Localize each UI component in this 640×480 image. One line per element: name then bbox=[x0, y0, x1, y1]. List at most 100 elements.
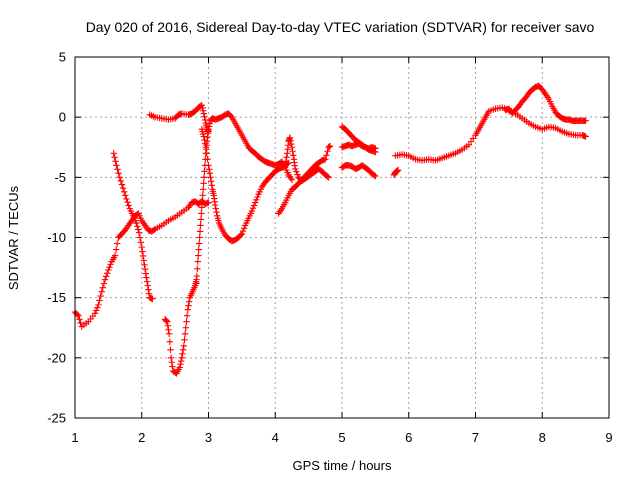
data-point-track-b bbox=[143, 274, 150, 281]
data-point-track-f bbox=[207, 174, 214, 181]
data-point-track-g bbox=[324, 148, 331, 155]
data-point-track-c bbox=[183, 312, 191, 319]
x-tick-label: 8 bbox=[539, 430, 546, 445]
x-tick-label: 1 bbox=[71, 430, 78, 445]
data-point-track-f bbox=[211, 201, 219, 209]
data-point-track-c bbox=[182, 324, 190, 331]
data-point-track-c bbox=[181, 330, 189, 337]
data-point-track-f bbox=[205, 162, 212, 169]
data-point-track-b bbox=[122, 192, 129, 199]
data-point-track-c bbox=[166, 338, 173, 345]
data-point-track-a bbox=[107, 261, 114, 268]
data-point-track-b bbox=[140, 257, 147, 264]
data-point-track-f bbox=[254, 193, 261, 201]
data-point-track-d bbox=[200, 110, 208, 117]
axis-ticks: 1 2 3 4 5 6 7 8 9 -25 -20 -15 -10 -5 0 5 bbox=[47, 50, 612, 446]
data-point-track-g bbox=[323, 152, 330, 159]
data-point-track-b bbox=[119, 184, 127, 192]
x-tick-label: 5 bbox=[338, 430, 345, 445]
data-point-track-f bbox=[207, 178, 215, 185]
data-point-track-a bbox=[104, 269, 111, 277]
data-point-track-f bbox=[212, 205, 220, 212]
data-point-track-f bbox=[253, 196, 260, 203]
data-point-track-b bbox=[141, 261, 148, 268]
data-point-track-b bbox=[139, 252, 147, 260]
data-point-track-e bbox=[196, 234, 203, 241]
data-point-track-c bbox=[165, 326, 172, 333]
data-point-track-a bbox=[95, 301, 102, 309]
x-tick-label: 2 bbox=[138, 430, 145, 445]
data-point-track-b bbox=[134, 223, 141, 230]
data-point-track-c bbox=[183, 318, 190, 325]
data-point-track-l bbox=[394, 166, 402, 174]
data-point-track-c bbox=[180, 342, 188, 349]
data-point-track-a bbox=[150, 226, 158, 234]
y-tick-label: -25 bbox=[47, 411, 66, 426]
y-tick-label: -10 bbox=[47, 230, 66, 245]
data-point-track-e bbox=[193, 280, 200, 287]
data-point-track-h bbox=[282, 158, 290, 165]
data-point-track-b bbox=[123, 195, 130, 203]
y-tick-label: -20 bbox=[47, 350, 66, 365]
data-point-track-e bbox=[199, 186, 207, 193]
data-point-track-c bbox=[165, 330, 173, 337]
data-point-track-f bbox=[201, 140, 209, 147]
data-point-track-b bbox=[110, 150, 117, 157]
data-point-track-c bbox=[168, 359, 175, 366]
data-point-track-a bbox=[106, 263, 113, 271]
data-point-track-e bbox=[197, 222, 204, 229]
data-point-track-c bbox=[179, 346, 187, 354]
x-tick-label: 9 bbox=[605, 430, 612, 445]
data-point-track-f bbox=[239, 227, 247, 235]
data-point-track-e bbox=[199, 192, 206, 199]
data-point-track-b bbox=[134, 226, 142, 233]
data-point-track-a bbox=[98, 288, 105, 295]
data-point-track-a bbox=[96, 297, 103, 304]
data-point-track-n bbox=[582, 117, 589, 124]
data-point-track-a bbox=[205, 199, 212, 206]
data-point-track-e bbox=[195, 246, 202, 253]
data-point-track-b bbox=[113, 162, 120, 169]
data-point-track-c bbox=[185, 298, 193, 305]
data-point-track-b bbox=[111, 154, 118, 161]
data-point-track-e bbox=[200, 174, 208, 181]
data-point-track-f bbox=[213, 209, 220, 216]
data-point-track-e bbox=[194, 258, 202, 265]
x-tick-label: 6 bbox=[405, 430, 412, 445]
data-point-track-e bbox=[194, 265, 201, 272]
data-point-track-f bbox=[252, 199, 259, 206]
data-point-track-e bbox=[200, 180, 207, 187]
data-point-track-a bbox=[97, 292, 104, 300]
data-point-track-c bbox=[177, 361, 184, 368]
data-point-track-b bbox=[116, 174, 123, 181]
data-point-track-c bbox=[167, 346, 174, 354]
data-points bbox=[71, 82, 589, 377]
data-point-track-h bbox=[292, 165, 299, 173]
data-point-track-h bbox=[287, 137, 294, 145]
data-point-track-e bbox=[201, 168, 208, 175]
data-point-track-e bbox=[195, 252, 202, 259]
data-point-track-k bbox=[372, 172, 379, 180]
data-point-track-c bbox=[181, 336, 188, 343]
y-axis-label: SDTVAR / TECUs bbox=[6, 185, 21, 290]
data-point-track-b bbox=[145, 290, 153, 297]
data-point-track-f bbox=[200, 133, 208, 140]
data-point-track-f bbox=[237, 231, 244, 239]
data-point-track-e bbox=[198, 204, 206, 211]
data-point-track-d bbox=[201, 113, 208, 120]
data-point-track-c bbox=[185, 302, 192, 309]
data-point-track-j bbox=[372, 145, 379, 152]
data-point-track-b bbox=[149, 295, 156, 303]
data-point-track-g bbox=[322, 156, 329, 163]
data-point-track-h bbox=[289, 148, 296, 155]
x-tick-label: 7 bbox=[472, 430, 479, 445]
data-point-track-c bbox=[178, 354, 185, 362]
data-point-track-a bbox=[114, 240, 121, 247]
data-point-track-h bbox=[324, 173, 331, 180]
data-point-track-f bbox=[204, 156, 211, 163]
data-point-track-b bbox=[118, 181, 126, 188]
data-point-track-a bbox=[92, 307, 100, 314]
data-point-track-f bbox=[249, 205, 257, 212]
data-point-track-a bbox=[94, 304, 101, 311]
